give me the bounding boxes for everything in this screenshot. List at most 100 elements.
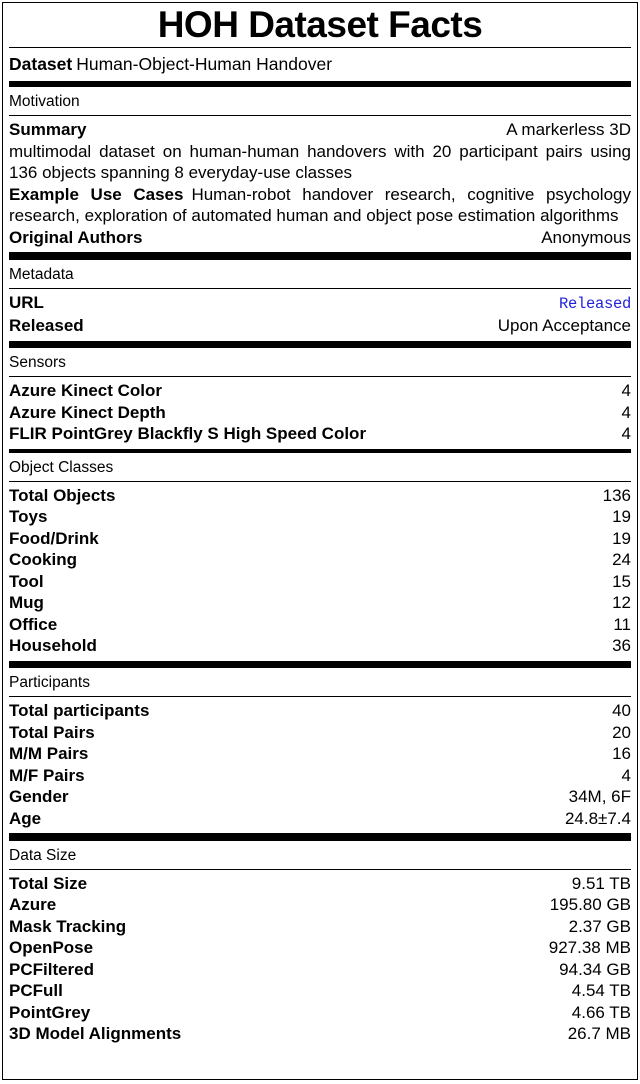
table-row: Azure Kinect Color 4 <box>9 380 631 402</box>
section-motivation-divider <box>9 115 631 116</box>
fact-value: 19 <box>612 507 631 526</box>
table-row: 3D Model Alignments 26.7 MB <box>9 1023 631 1045</box>
table-row: Total Objects 136 <box>9 485 631 507</box>
use-cases-row: Example Use Cases Human-robot handover re… <box>9 184 631 227</box>
section-participants-divider <box>9 696 631 697</box>
fact-label: Total participants <box>9 701 150 720</box>
participants-section: Total participants 40 Total Pairs 20 M/M… <box>9 697 631 833</box>
original-authors-label: Original Authors <box>9 227 143 247</box>
divider-thick <box>9 833 631 841</box>
fact-label: M/F Pairs <box>9 765 85 785</box>
fact-value: 11 <box>613 614 631 634</box>
fact-value: 4 <box>621 402 631 422</box>
released-label: Released <box>9 316 84 335</box>
dataset-name-value: Human-Object-Human Handover <box>76 54 333 74</box>
dataset-name-label: Dataset <box>9 54 73 74</box>
table-row: Gender 34M, 6F <box>9 786 631 808</box>
section-sensors-header: Sensors <box>9 354 66 371</box>
fact-value: 24.8±7.4 <box>564 808 631 828</box>
fact-label: Total Objects <box>9 485 116 505</box>
fact-label: Office <box>9 614 58 634</box>
page-title: HOH Dataset Facts <box>157 4 483 45</box>
released-value: Upon Acceptance <box>497 316 631 335</box>
fact-label: Cooking <box>9 550 77 569</box>
summary-row: Summary A markerless 3D <box>9 119 631 141</box>
table-row: PCFull 4.54 TB <box>9 980 631 1002</box>
table-row: Total Size 9.51 TB <box>9 873 631 895</box>
original-authors-value: Anonymous <box>541 227 631 247</box>
section-object-classes-header: Object Classes <box>9 458 114 476</box>
dataset-name-row: Dataset Human-Object-Human Handover <box>9 48 631 81</box>
table-row: Mask Tracking 2.37 GB <box>9 916 631 938</box>
section-participants-header: Participants <box>9 674 90 691</box>
table-row: Total participants 40 <box>9 700 631 722</box>
fact-value: 12 <box>612 593 631 612</box>
fact-value: 26.7 MB <box>567 1024 631 1043</box>
summary-lead-text: A markerless 3D <box>506 120 631 139</box>
fact-label: Mug <box>9 593 44 612</box>
divider-medium <box>9 448 631 453</box>
fact-value: 40 <box>612 701 631 720</box>
section-metadata-header: Metadata <box>9 265 74 283</box>
table-row: Cooking 24 <box>9 549 631 571</box>
dataset-url-link[interactable]: Released <box>558 294 631 313</box>
section-metadata-divider <box>9 287 631 289</box>
fact-label: Total Size <box>9 873 88 893</box>
table-row: PCFiltered 94.34 GB <box>9 959 631 981</box>
divider-thick <box>9 660 631 668</box>
url-label: URL <box>9 292 44 312</box>
divider-thick <box>9 81 631 87</box>
summary-label: Summary <box>9 120 87 139</box>
motivation-section: Summary A markerless 3D multimodal datas… <box>9 116 631 252</box>
table-row: Total Pairs 20 <box>9 722 631 744</box>
fact-label: PCFiltered <box>9 959 95 979</box>
fact-value: 15 <box>612 571 631 591</box>
fact-value: 9.51 TB <box>571 873 631 893</box>
fact-value: 4 <box>621 424 631 443</box>
fact-label: Azure Kinect Color <box>9 381 163 400</box>
fact-value: 20 <box>612 722 631 742</box>
table-row: Tool 15 <box>9 571 631 593</box>
fact-value: 34M, 6F <box>568 787 631 806</box>
fact-value: 4 <box>621 765 631 785</box>
fact-label: 3D Model Alignments <box>9 1024 182 1043</box>
url-row: URL Released <box>9 292 631 316</box>
released-row: Released Upon Acceptance <box>9 315 631 337</box>
fact-label: PointGrey <box>9 1002 91 1022</box>
fact-label: Gender <box>9 787 69 806</box>
summary-body-text: multimodal dataset on human-human handov… <box>9 141 631 183</box>
fact-value: 16 <box>612 744 631 763</box>
fact-value: 136 <box>602 485 631 505</box>
fact-label: Age <box>9 808 42 828</box>
original-authors-row: Original Authors Anonymous <box>9 227 631 249</box>
fact-label: M/M Pairs <box>9 744 89 763</box>
fact-value: 4.66 TB <box>571 1002 631 1022</box>
divider-thick <box>9 340 631 348</box>
fact-value: 24 <box>612 550 631 569</box>
table-row: Azure Kinect Depth 4 <box>9 402 631 424</box>
fact-value: 4 <box>621 381 631 400</box>
table-row: Office 11 <box>9 614 631 636</box>
fact-label: PCFull <box>9 981 63 1000</box>
table-row: Mug 12 <box>9 592 631 614</box>
fact-value: 94.34 GB <box>559 959 631 979</box>
fact-label: Food/Drink <box>9 528 99 548</box>
object-classes-section: Total Objects 136 Toys 19 Food/Drink 19 … <box>9 482 631 661</box>
fact-value: 4.54 TB <box>571 981 631 1000</box>
use-cases-label: Example Use Cases <box>9 184 184 204</box>
table-row: Azure 195.80 GB <box>9 894 631 916</box>
table-row: Household 36 <box>9 635 631 657</box>
fact-value: 36 <box>612 636 631 655</box>
fact-value: 927.38 MB <box>548 938 631 957</box>
table-row: Age 24.8±7.4 <box>9 808 631 830</box>
section-object-classes-divider <box>9 480 631 482</box>
title-divider <box>9 47 631 48</box>
use-cases-text: Human-robot handover research, cognitive… <box>9 184 631 226</box>
fact-value: 195.80 GB <box>549 895 631 914</box>
data-size-section: Total Size 9.51 TB Azure 195.80 GB Mask … <box>9 870 631 1049</box>
table-row: FLIR PointGrey Blackfly S High Speed Col… <box>9 423 631 445</box>
section-data-size-header: Data Size <box>9 846 77 864</box>
fact-label: FLIR PointGrey Blackfly S High Speed Col… <box>9 424 367 443</box>
table-row: M/M Pairs 16 <box>9 743 631 765</box>
